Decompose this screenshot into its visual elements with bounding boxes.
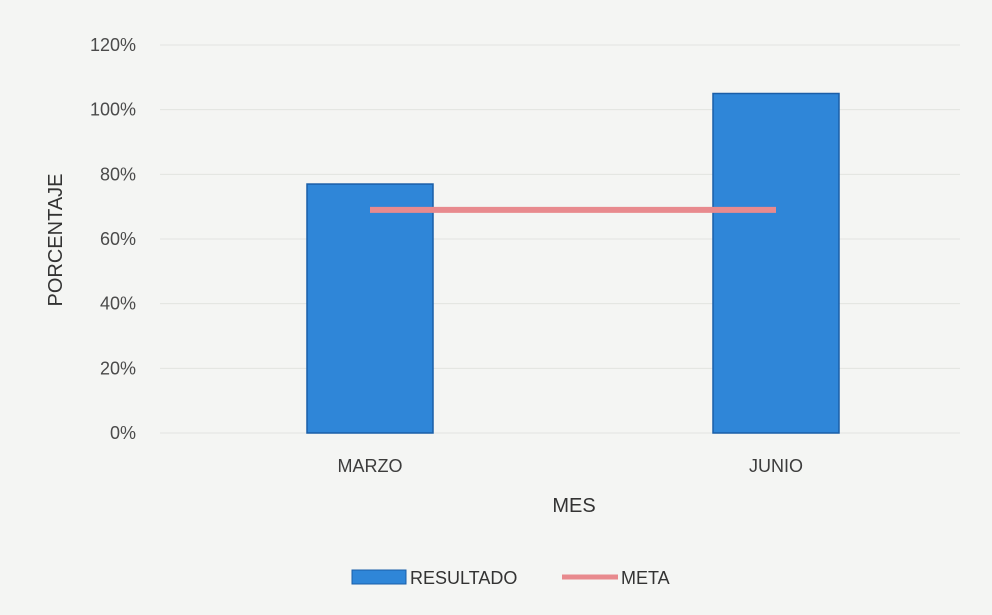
legend-swatch-resultado <box>351 569 407 585</box>
legend-label-meta: META <box>621 568 670 588</box>
y-tick-label: 20% <box>100 358 136 378</box>
gridlines <box>160 44 960 434</box>
y-tick-label: 80% <box>100 164 136 184</box>
bars-resultado <box>306 92 840 434</box>
x-category-label: MARZO <box>338 456 403 476</box>
y-tick-label: 120% <box>90 35 136 55</box>
y-axis-title: PORCENTAJE <box>45 174 67 307</box>
y-axis-ticks: 0% 20% 40% 60% 80% 100% 120% <box>90 35 136 443</box>
y-tick-label: 0% <box>110 423 136 443</box>
bar-junio <box>712 92 840 434</box>
y-tick-label: 40% <box>100 294 136 314</box>
y-tick-label: 60% <box>100 229 136 249</box>
x-axis-categories: MARZO JUNIO <box>338 456 804 476</box>
x-category-label: JUNIO <box>749 456 803 476</box>
legend: RESULTADO META <box>351 568 670 588</box>
legend-label-resultado: RESULTADO <box>410 568 517 588</box>
y-tick-label: 100% <box>90 100 136 120</box>
x-axis-title: MES <box>552 495 595 517</box>
bar-marzo <box>306 183 434 434</box>
